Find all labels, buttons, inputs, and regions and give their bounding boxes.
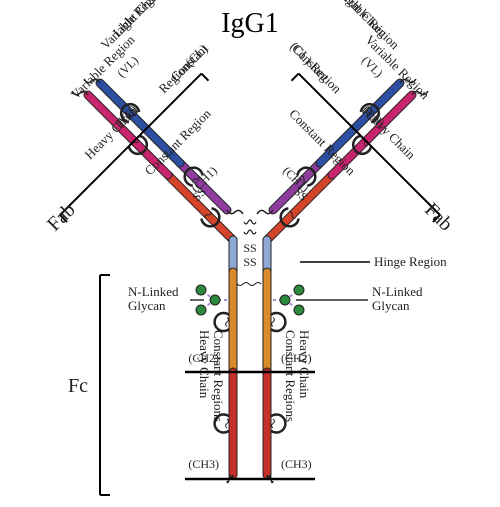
fc-left-ch2-loop xyxy=(215,313,229,331)
fc-left-const: Constant Regions xyxy=(211,330,226,422)
fc-right-ch2-loop xyxy=(271,313,285,331)
fc-left-heavy: Heavy Chain xyxy=(197,330,212,399)
ch3-left-label: (CH3) xyxy=(188,457,219,471)
glycan-left-label: N-LinkedGlycan xyxy=(128,284,179,313)
ch3-right-label: (CH3) xyxy=(281,457,312,471)
hinge-ss-2: SS xyxy=(243,255,256,269)
hinge-label: Hinge Region xyxy=(374,254,447,269)
glycan-right-label: N-LinkedGlycan xyxy=(372,284,423,313)
fab-right-label: Fab xyxy=(420,199,457,236)
l-cl: Region(CL) xyxy=(156,41,211,96)
fc-right-const: Constant Regions xyxy=(283,330,298,422)
fc-right-heavy: Heavy Chain xyxy=(297,330,312,399)
fab-left-label: Fab xyxy=(43,199,80,236)
r-const-reg: Constant Region xyxy=(286,106,358,178)
diagram-title: IgG1 xyxy=(221,8,279,39)
hinge-top-loop2 xyxy=(244,230,256,234)
fc-interchain-squiggle xyxy=(237,283,261,286)
l-const-reg: Constant Region xyxy=(142,106,214,178)
hinge-top-loop xyxy=(244,220,256,224)
fc-label: Fc xyxy=(68,375,88,397)
fc-bracket xyxy=(100,275,110,495)
r-cl: (CL) Region xyxy=(287,39,345,97)
hinge-ss-1: SS xyxy=(243,241,256,255)
